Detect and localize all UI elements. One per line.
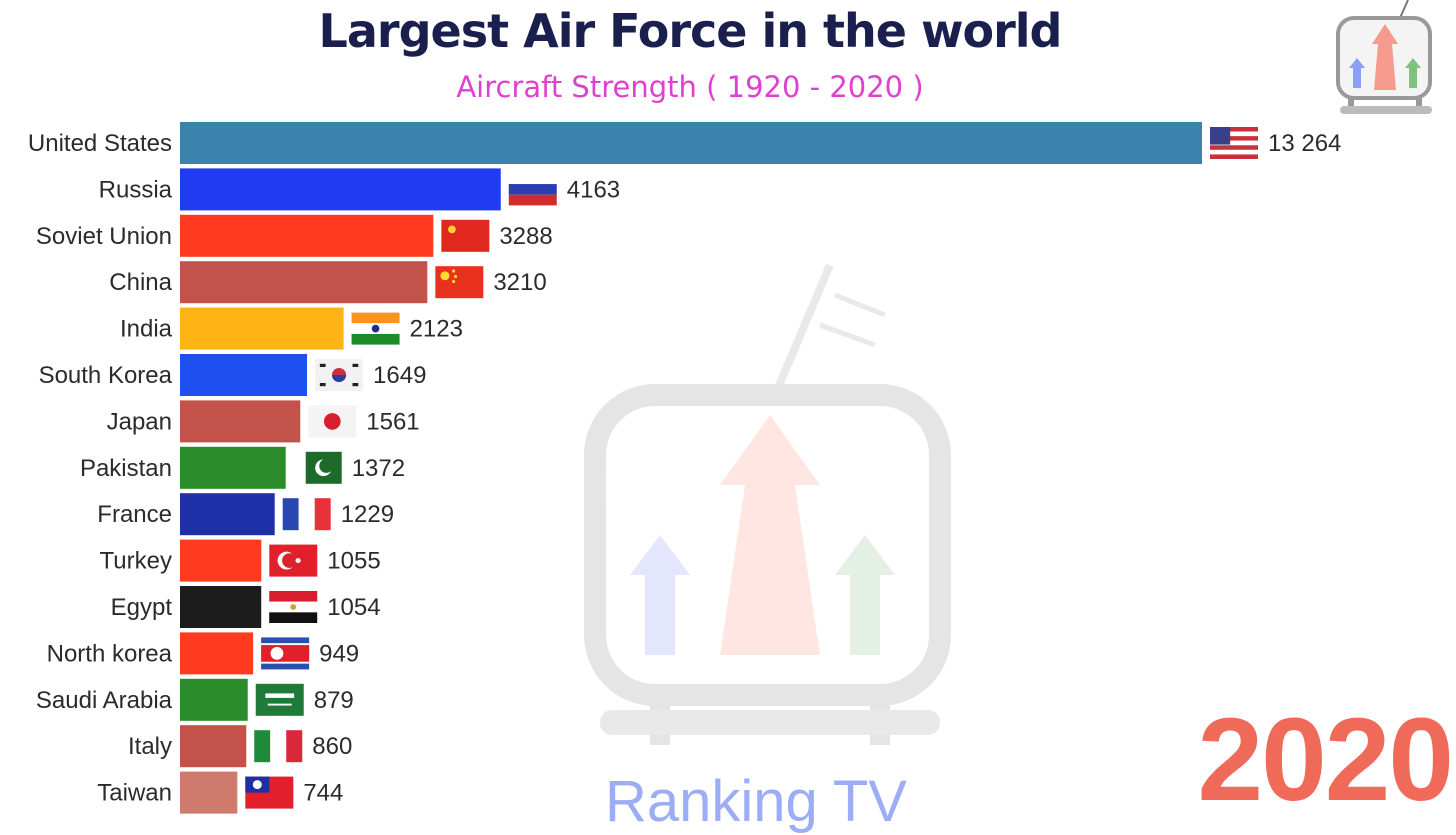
value-label: 744 [303, 780, 343, 807]
bar [180, 307, 344, 350]
category-label: France [97, 501, 172, 528]
turkey-flag-icon [269, 544, 318, 577]
usa-flag-icon [1210, 127, 1258, 159]
value-label: 1561 [366, 408, 419, 435]
value-label: 3288 [499, 223, 552, 250]
category-label: North korea [47, 640, 173, 667]
value-label: 2123 [410, 316, 463, 343]
bar [180, 771, 238, 814]
category-label: India [120, 316, 173, 343]
taiwan-flag-icon [245, 776, 294, 809]
ranking-tv-corner-logo-icon [1336, 0, 1432, 114]
bar [180, 539, 262, 582]
bar [180, 400, 301, 443]
bar [180, 214, 434, 257]
bar [180, 586, 262, 628]
value-label: 13 264 [1268, 130, 1341, 157]
bar [180, 725, 247, 768]
category-label: Egypt [111, 594, 173, 621]
value-label: 1649 [373, 362, 426, 389]
bar [180, 354, 308, 396]
value-label: 860 [312, 733, 352, 760]
italy-flag-icon [254, 730, 303, 763]
year-label: 2020 [1197, 694, 1454, 826]
bar [180, 632, 254, 675]
ranking-tv-watermark-logo-icon [584, 263, 951, 745]
chart-subtitle: Aircraft Strength ( 1920 - 2020 ) [456, 70, 924, 104]
bar [180, 122, 1202, 164]
soviet-flag-icon [441, 219, 490, 252]
bar [180, 261, 428, 304]
value-label: 1055 [327, 548, 380, 575]
value-label: 1229 [341, 501, 394, 528]
chart-title: Largest Air Force in the world [318, 4, 1063, 58]
pakistan-flag-icon [293, 451, 342, 484]
category-label: Taiwan [97, 780, 172, 807]
category-label: Saudi Arabia [36, 687, 173, 714]
value-label: 3210 [493, 269, 546, 296]
category-label: United States [28, 130, 172, 157]
value-label: 1054 [327, 594, 380, 621]
value-label: 879 [314, 687, 354, 714]
value-label: 1372 [352, 455, 405, 482]
watermark-text: Ranking TV [605, 769, 907, 834]
category-label: South Korea [39, 362, 173, 389]
category-label: Japan [107, 408, 172, 435]
category-label: Turkey [100, 548, 172, 575]
india-flag-icon [351, 312, 400, 345]
saudi-arabia-flag-icon [255, 683, 304, 716]
bar [180, 168, 501, 211]
north-korea-flag-icon [261, 637, 310, 670]
category-label: Pakistan [80, 455, 172, 482]
egypt-flag-icon [269, 591, 318, 623]
category-label: Russia [99, 176, 173, 203]
russia-flag-icon [508, 173, 557, 206]
bar [180, 493, 275, 536]
category-label: Soviet Union [36, 223, 172, 250]
category-label: Italy [128, 733, 172, 760]
south-korea-flag-icon [315, 359, 364, 391]
japan-flag-icon [308, 405, 357, 438]
china-flag-icon [435, 266, 484, 299]
value-label: 949 [319, 640, 359, 667]
bar [180, 678, 248, 721]
bar [180, 446, 286, 489]
value-label: 4163 [567, 176, 620, 203]
france-flag-icon [282, 498, 331, 531]
category-label: China [109, 269, 172, 296]
